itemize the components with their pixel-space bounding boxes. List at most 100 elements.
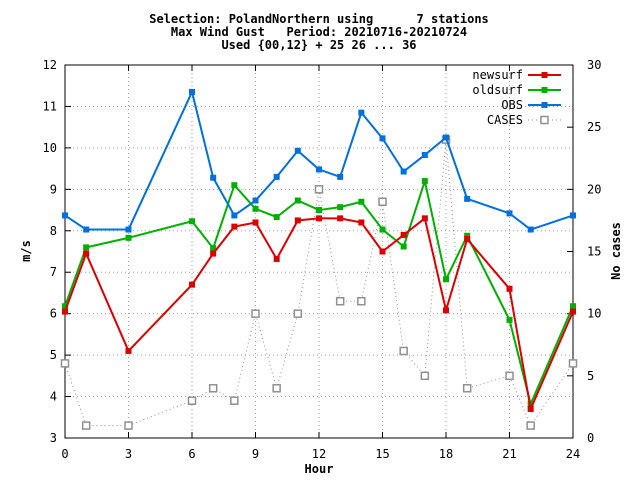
legend-label: newsurf <box>472 68 523 82</box>
data-point <box>316 215 322 222</box>
data-point <box>421 215 428 222</box>
chart-title-line-3: Used {00,12} + 25 26 ... 36 <box>221 38 416 52</box>
data-point <box>189 281 195 288</box>
data-point <box>358 198 365 205</box>
y2-tick-label: 10 <box>587 307 601 321</box>
legend-swatch-marker <box>541 102 548 108</box>
data-point <box>337 215 344 222</box>
x-tick-label: 15 <box>375 447 389 461</box>
data-point <box>316 207 322 214</box>
data-point <box>399 346 408 356</box>
data-point <box>230 396 239 405</box>
chart-title-line-2: Max Wind Gust Period: 20210716-20210724 <box>171 25 467 39</box>
data-point <box>443 276 449 283</box>
x-axis-label: Hour <box>305 462 334 476</box>
y2-tick-label: 0 <box>587 431 594 445</box>
data-point <box>570 303 576 310</box>
data-point <box>62 212 68 219</box>
data-point <box>231 212 238 219</box>
data-point <box>464 232 471 239</box>
data-point <box>272 384 281 393</box>
series-oldsurf <box>62 178 576 408</box>
data-point <box>337 173 344 180</box>
series-line <box>64 90 574 231</box>
y-tick-label: 8 <box>50 224 57 238</box>
data-point <box>526 421 535 430</box>
data-point <box>83 250 90 257</box>
data-point <box>210 245 217 252</box>
data-point <box>379 226 386 233</box>
data-point <box>273 214 280 221</box>
data-point <box>357 296 366 306</box>
y-tick-label: 12 <box>43 58 57 72</box>
data-point <box>125 234 132 241</box>
y-tick-label: 6 <box>50 307 57 321</box>
data-point <box>187 396 197 405</box>
series-line <box>64 217 574 410</box>
data-point <box>527 405 534 412</box>
data-point <box>443 134 449 141</box>
legend-label: OBS <box>501 98 523 112</box>
y-tick-label: 4 <box>50 390 57 404</box>
data-point <box>293 309 303 318</box>
data-point <box>189 218 195 225</box>
series-line <box>64 180 574 406</box>
data-point <box>400 231 407 238</box>
data-point <box>335 296 345 306</box>
data-point <box>570 212 576 219</box>
data-point <box>443 307 449 314</box>
data-point <box>208 384 218 393</box>
series-cases <box>60 135 578 430</box>
data-point <box>568 359 578 368</box>
data-point <box>252 205 259 212</box>
data-point <box>83 244 90 251</box>
chart-title-line-1: Selection: PolandNorthern using 7 statio… <box>149 12 489 26</box>
y2-tick-label: 20 <box>587 182 601 196</box>
data-point <box>358 219 365 226</box>
y-tick-label: 11 <box>43 99 57 113</box>
data-point <box>294 147 301 154</box>
legend-swatch-marker <box>540 115 549 125</box>
data-point <box>210 174 217 181</box>
data-point <box>570 308 576 315</box>
data-point <box>125 347 132 354</box>
data-point <box>231 223 238 230</box>
x-tick-label: 21 <box>502 447 516 461</box>
data-point <box>420 371 430 381</box>
data-point <box>294 217 301 224</box>
data-point <box>378 197 387 207</box>
x-tick-label: 12 <box>312 447 326 461</box>
data-point <box>506 285 513 292</box>
legend-item: CASES <box>487 113 561 127</box>
data-point <box>462 384 472 393</box>
x-tick-label: 18 <box>439 447 453 461</box>
series-layer <box>60 88 578 430</box>
data-point <box>358 109 365 116</box>
x-tick-label: 3 <box>125 447 132 461</box>
grid <box>65 65 573 438</box>
legend-swatch-marker <box>541 87 548 93</box>
data-point <box>189 88 195 95</box>
data-point <box>379 135 386 142</box>
legend-item: OBS <box>501 98 561 112</box>
data-point <box>379 248 386 255</box>
data-point <box>316 166 322 173</box>
data-point <box>314 185 324 194</box>
data-point <box>62 303 68 310</box>
chart-title: Selection: PolandNorthern using 7 statio… <box>149 12 489 52</box>
data-point <box>506 210 513 217</box>
data-point <box>62 308 68 315</box>
series-line <box>64 139 574 427</box>
data-point <box>251 309 260 318</box>
x-tick-label: 6 <box>188 447 195 461</box>
data-point <box>81 421 91 430</box>
y-tick-label: 7 <box>50 265 57 279</box>
y-tick-label: 9 <box>50 182 57 196</box>
y-tick-label: 3 <box>50 431 57 445</box>
data-point <box>294 197 301 204</box>
legend-swatch-marker <box>541 72 548 78</box>
data-point <box>421 151 428 158</box>
legend-label: CASES <box>487 113 523 127</box>
y2-tick-label: 15 <box>587 245 601 259</box>
